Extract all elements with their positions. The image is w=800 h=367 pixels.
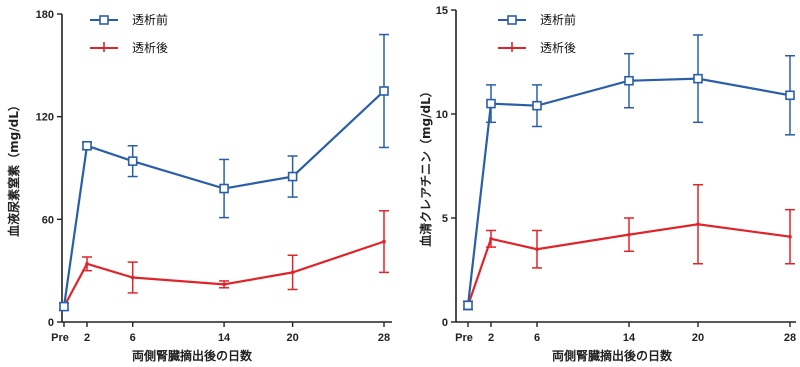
x-tick-label: 28 (378, 332, 390, 344)
data-point (788, 234, 792, 239)
y-tick-label: 120 (36, 112, 54, 124)
legend-item-post: 透析後 (90, 41, 168, 55)
y-tick-label: 180 (36, 9, 54, 21)
data-point (85, 262, 89, 266)
x-tick-label: Pre (455, 332, 473, 344)
y-tick-label: 0 (442, 317, 448, 329)
data-point (535, 247, 539, 251)
x-tick-label: 14 (218, 332, 231, 344)
legend-label: 透析前 (132, 12, 168, 27)
x-tick-label: 2 (84, 332, 90, 344)
x-axis-title: 両側腎臓摘出後の日数 (552, 348, 673, 363)
x-tick-label: Pre (51, 332, 69, 344)
data-point (130, 275, 135, 280)
data-point (82, 140, 92, 151)
data-point (627, 232, 631, 237)
legend-label: 透析後 (540, 41, 576, 55)
legend-item-pre: 透析前 (90, 12, 168, 27)
data-point (222, 282, 226, 287)
x-tick-label: 28 (784, 332, 796, 344)
data-point (693, 73, 703, 84)
x-tick-label: 6 (534, 332, 540, 344)
data-point (785, 90, 795, 101)
legend-marker-square-icon (507, 15, 517, 25)
data-point (379, 86, 389, 96)
series-line (466, 77, 791, 306)
chart-2: 0 5 10 15 Pre 2 6 14 20 28 両側腎臓摘出後の日数 血清クレアチニン（mg/d… (418, 5, 796, 363)
data-point (290, 270, 295, 275)
data-point (463, 300, 473, 311)
x-tick-label: 14 (623, 332, 636, 344)
y-tick-label: 0 (48, 317, 54, 329)
x-tick-label: 2 (488, 332, 494, 344)
data-point (489, 237, 493, 241)
series-pre-dialysis (59, 33, 389, 312)
y-tick-label: 60 (42, 214, 54, 226)
data-point (624, 75, 634, 86)
legend-label: 透析前 (540, 12, 576, 27)
x-tick-label: 6 (130, 332, 136, 344)
series-line (63, 240, 385, 308)
y-tick-label: 15 (436, 5, 448, 17)
legend-item-pre: 透析前 (498, 12, 576, 27)
series-post-dialysis (59, 210, 389, 311)
series-line (62, 90, 385, 307)
series-post-dialysis (463, 183, 795, 311)
series-line (466, 223, 791, 306)
y-tick-label: 10 (436, 109, 448, 121)
y-axis-title: 血清クレアチニン（mg/dL） (418, 85, 433, 246)
data-point (382, 239, 386, 244)
data-point (127, 156, 138, 166)
legend-item-post: 透析後 (498, 41, 576, 55)
data-point (696, 222, 700, 227)
x-axis-title: 両側腎臓摘出後の日数 (132, 348, 253, 363)
x-tick-label: 20 (692, 332, 704, 344)
data-point (59, 301, 69, 312)
y-axis-title: 血液尿素窒素（mg/dL） (6, 99, 21, 237)
data-point (219, 183, 229, 194)
data-point (486, 98, 496, 109)
legend-label: 透析後 (132, 41, 168, 55)
data-point (287, 171, 298, 182)
data-point (532, 100, 542, 111)
legend-marker-square-icon (99, 15, 109, 25)
chart-1: 0 60 120 180 Pre 2 6 14 20 28 両側腎臓摘出後の日数 血液尿素窒素（mg/… (6, 9, 392, 363)
series-pre-dialysis (463, 34, 795, 311)
x-tick-label: 20 (286, 332, 298, 344)
y-tick-label: 5 (442, 213, 448, 225)
